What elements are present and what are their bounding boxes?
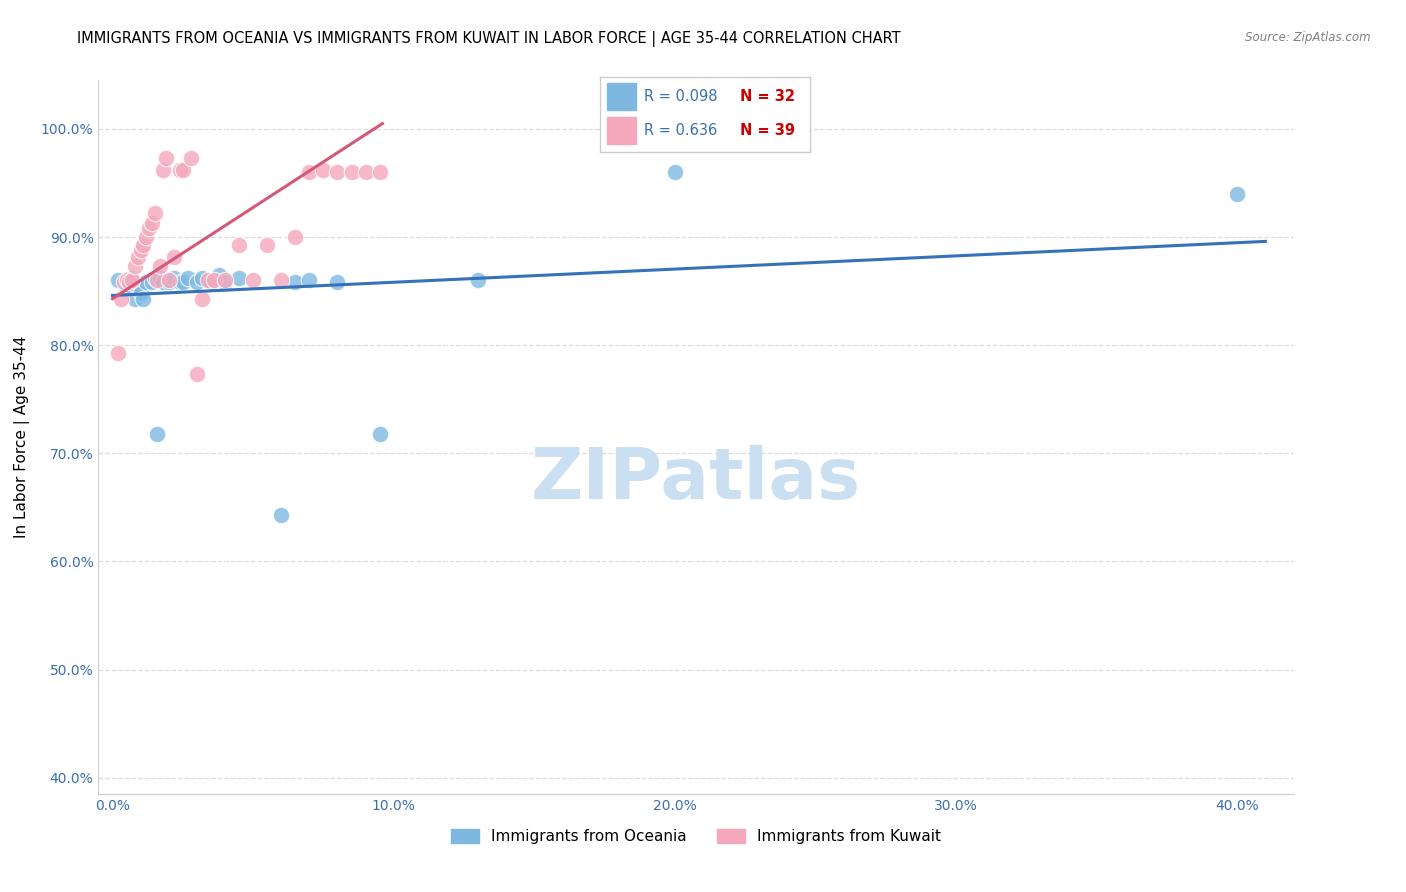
Point <box>177 271 200 285</box>
Point <box>135 276 157 290</box>
Point <box>157 273 180 287</box>
Text: ZIPatlas: ZIPatlas <box>531 445 860 515</box>
Point <box>191 271 214 285</box>
Point <box>138 221 160 235</box>
Point <box>115 282 138 296</box>
Point <box>169 276 191 290</box>
Point <box>163 271 186 285</box>
Point <box>124 292 146 306</box>
Point <box>143 206 166 220</box>
Point <box>270 508 292 522</box>
Point <box>157 276 180 290</box>
Point <box>163 250 186 264</box>
Point <box>112 276 135 290</box>
Point <box>115 273 138 287</box>
Point <box>326 165 349 179</box>
Text: Source: ZipAtlas.com: Source: ZipAtlas.com <box>1246 31 1371 45</box>
Point <box>326 276 349 290</box>
Bar <box>606 117 636 145</box>
Point <box>228 237 250 252</box>
Text: R = 0.636: R = 0.636 <box>644 123 717 138</box>
Point <box>298 273 321 287</box>
Point <box>197 273 219 287</box>
Point <box>312 163 335 178</box>
Point <box>200 276 222 290</box>
Point <box>127 250 149 264</box>
Point <box>214 276 236 290</box>
Point <box>1226 186 1249 201</box>
Point <box>368 165 391 179</box>
Point <box>107 273 129 287</box>
Point <box>152 163 174 178</box>
Point <box>121 273 143 287</box>
Point <box>242 273 264 287</box>
Point <box>256 237 278 252</box>
Point <box>228 271 250 285</box>
Point <box>141 276 163 290</box>
Point <box>129 243 152 257</box>
Point <box>664 165 686 179</box>
Point <box>143 271 166 285</box>
Point <box>180 151 202 165</box>
Point <box>191 292 214 306</box>
Point <box>107 345 129 359</box>
Point <box>270 273 292 287</box>
Point <box>284 230 307 244</box>
Legend: Immigrants from Oceania, Immigrants from Kuwait: Immigrants from Oceania, Immigrants from… <box>446 823 946 850</box>
Point <box>110 292 132 306</box>
Point <box>284 276 307 290</box>
Point <box>340 165 363 179</box>
Point <box>152 276 174 290</box>
Point <box>118 276 141 290</box>
Point <box>172 276 194 290</box>
Point <box>172 163 194 178</box>
Point <box>132 237 155 252</box>
Point <box>132 292 155 306</box>
Point <box>169 163 191 178</box>
Point <box>155 151 177 165</box>
Point <box>146 273 169 287</box>
Text: IMMIGRANTS FROM OCEANIA VS IMMIGRANTS FROM KUWAIT IN LABOR FORCE | AGE 35-44 COR: IMMIGRANTS FROM OCEANIA VS IMMIGRANTS FR… <box>77 31 901 47</box>
Text: R = 0.098: R = 0.098 <box>644 89 718 104</box>
Point <box>129 286 152 301</box>
Point <box>186 368 208 382</box>
Text: N = 32: N = 32 <box>741 89 796 104</box>
Point <box>146 426 169 441</box>
Point <box>149 271 172 285</box>
Point <box>467 273 489 287</box>
Point <box>368 426 391 441</box>
Point <box>354 165 377 179</box>
Bar <box>606 84 636 111</box>
Point <box>208 268 231 282</box>
Point <box>149 259 172 273</box>
Point <box>141 216 163 230</box>
Text: N = 39: N = 39 <box>741 123 796 138</box>
Point <box>298 165 321 179</box>
Point <box>202 273 225 287</box>
Point <box>135 230 157 244</box>
Y-axis label: In Labor Force | Age 35-44: In Labor Force | Age 35-44 <box>14 336 30 538</box>
Point <box>124 259 146 273</box>
Point <box>127 278 149 293</box>
Point <box>121 271 143 285</box>
Point <box>214 273 236 287</box>
Point <box>186 276 208 290</box>
